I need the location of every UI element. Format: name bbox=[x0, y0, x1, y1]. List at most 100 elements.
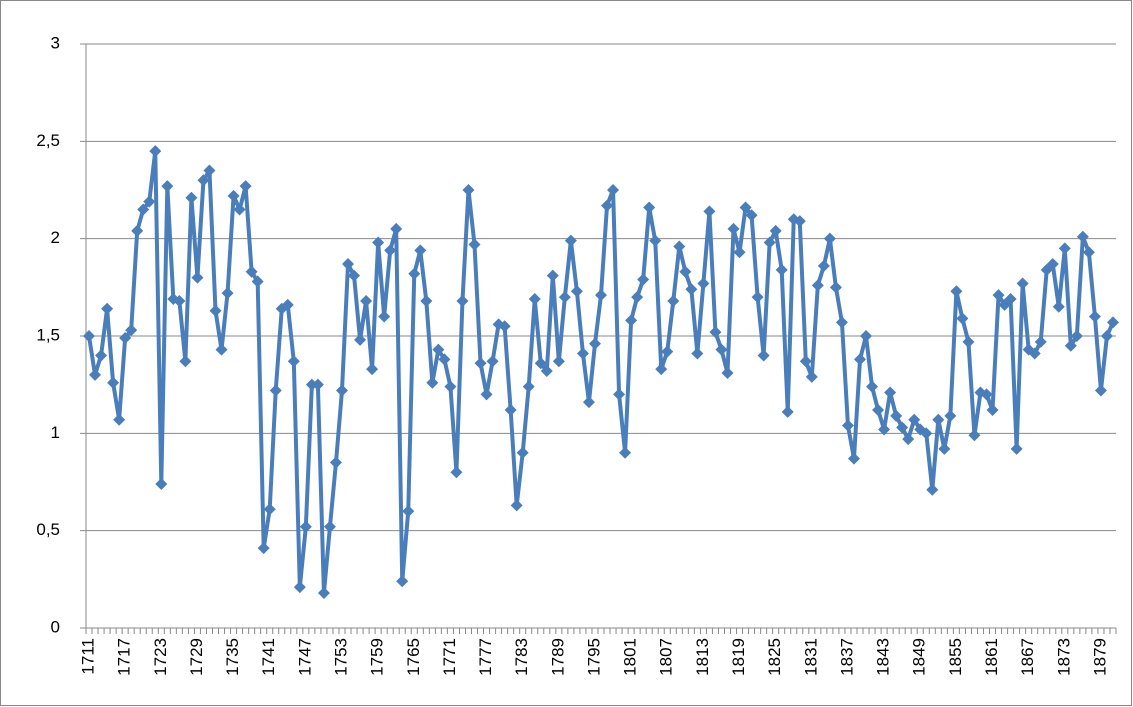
data-marker bbox=[335, 384, 348, 397]
data-marker bbox=[781, 405, 794, 418]
data-marker bbox=[558, 291, 571, 304]
data-marker bbox=[311, 378, 324, 391]
data-marker bbox=[107, 376, 120, 389]
data-marker bbox=[137, 203, 150, 216]
x-tick-label: 1849 bbox=[910, 638, 929, 676]
data-marker bbox=[1052, 300, 1065, 313]
data-marker bbox=[450, 466, 463, 479]
data-marker bbox=[576, 347, 589, 360]
data-marker bbox=[504, 403, 517, 416]
x-tick-label: 1765 bbox=[404, 638, 423, 676]
data-marker bbox=[426, 376, 439, 389]
data-marker bbox=[763, 236, 776, 249]
data-marker bbox=[1088, 310, 1101, 323]
data-marker bbox=[727, 222, 740, 235]
x-tick-label: 1753 bbox=[331, 638, 350, 676]
y-tick-label: 2 bbox=[51, 228, 60, 247]
data-marker bbox=[661, 345, 674, 358]
data-marker bbox=[239, 180, 252, 193]
x-tick-label: 1801 bbox=[621, 638, 640, 676]
y-tick-label: 1,5 bbox=[36, 325, 60, 344]
data-marker bbox=[263, 503, 276, 516]
data-marker bbox=[769, 224, 782, 237]
data-marker bbox=[757, 349, 770, 362]
data-marker bbox=[161, 180, 174, 193]
data-marker bbox=[1100, 330, 1113, 342]
data-marker bbox=[173, 294, 186, 307]
data-marker bbox=[552, 355, 565, 368]
data-marker bbox=[878, 423, 891, 436]
x-tick-label: 1831 bbox=[801, 638, 820, 676]
x-tick-label: 1807 bbox=[657, 638, 676, 676]
data-marker bbox=[191, 271, 204, 284]
data-marker bbox=[679, 265, 692, 278]
data-marker bbox=[420, 294, 433, 307]
data-marker bbox=[462, 184, 475, 196]
data-marker bbox=[1082, 246, 1095, 259]
data-marker bbox=[866, 380, 879, 393]
data-marker bbox=[860, 330, 873, 342]
y-tick-label: 3 bbox=[51, 33, 60, 52]
data-marker bbox=[522, 380, 535, 393]
data-marker bbox=[1016, 277, 1029, 290]
data-marker bbox=[649, 234, 662, 247]
data-marker bbox=[468, 238, 481, 251]
data-marker bbox=[588, 337, 601, 350]
data-marker bbox=[938, 442, 951, 455]
data-marker bbox=[299, 520, 312, 533]
x-tick-label: 1813 bbox=[693, 638, 712, 676]
data-marker bbox=[884, 386, 897, 399]
data-marker bbox=[131, 224, 144, 237]
data-marker bbox=[510, 499, 523, 512]
data-marker bbox=[227, 189, 240, 202]
data-marker bbox=[372, 236, 385, 249]
data-marker bbox=[631, 291, 644, 304]
x-tick-label: 1747 bbox=[295, 638, 314, 676]
data-marker bbox=[281, 298, 294, 311]
data-marker bbox=[980, 388, 993, 401]
data-marker bbox=[667, 294, 680, 307]
data-marker bbox=[564, 234, 577, 247]
x-tick-label: 1879 bbox=[1090, 638, 1109, 676]
data-marker bbox=[546, 269, 559, 282]
x-tick-label: 1825 bbox=[765, 638, 784, 676]
data-marker bbox=[342, 257, 355, 270]
data-marker bbox=[1046, 257, 1059, 270]
data-marker bbox=[685, 283, 698, 296]
data-marker bbox=[962, 335, 975, 348]
x-tick-label: 1771 bbox=[440, 638, 459, 676]
data-marker bbox=[444, 380, 457, 393]
data-marker bbox=[607, 184, 620, 196]
data-marker bbox=[516, 446, 529, 459]
x-tick-label: 1861 bbox=[982, 638, 1001, 676]
data-marker bbox=[793, 215, 806, 228]
x-tick-label: 1759 bbox=[368, 638, 387, 676]
data-marker bbox=[209, 304, 222, 317]
data-marker bbox=[733, 246, 746, 259]
x-tick-label: 1855 bbox=[946, 638, 965, 676]
data-marker bbox=[890, 409, 903, 422]
data-marker bbox=[287, 355, 300, 368]
data-marker bbox=[143, 195, 156, 208]
data-marker bbox=[101, 302, 114, 315]
data-marker bbox=[968, 429, 981, 442]
data-marker bbox=[360, 294, 373, 307]
data-marker bbox=[896, 421, 909, 434]
x-tick-label: 1867 bbox=[1018, 638, 1037, 676]
data-marker bbox=[582, 396, 595, 409]
data-marker bbox=[619, 446, 632, 459]
x-tick-label: 1837 bbox=[837, 638, 856, 676]
data-marker bbox=[673, 240, 686, 253]
y-tick-label: 2,5 bbox=[36, 131, 60, 150]
data-marker bbox=[1094, 384, 1107, 397]
data-marker bbox=[348, 269, 361, 282]
data-marker bbox=[305, 378, 318, 391]
data-marker bbox=[293, 581, 306, 594]
y-tick-label: 1 bbox=[51, 423, 60, 442]
data-marker bbox=[841, 419, 854, 432]
data-marker bbox=[257, 542, 270, 555]
data-marker bbox=[402, 505, 415, 518]
data-marker bbox=[944, 409, 957, 422]
data-marker bbox=[245, 265, 258, 278]
